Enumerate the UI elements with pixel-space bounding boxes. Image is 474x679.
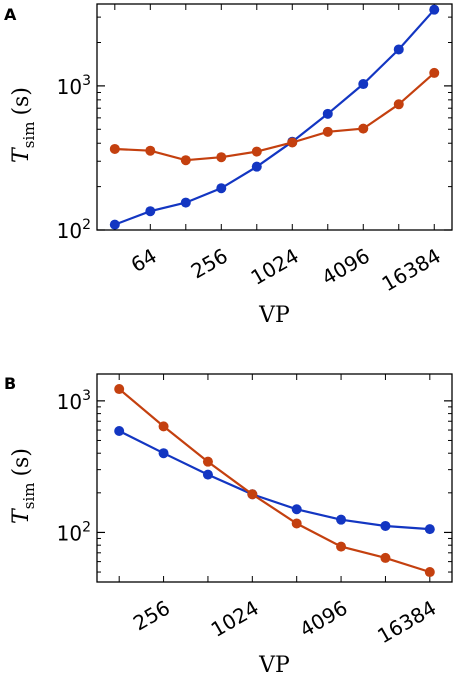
data-point bbox=[216, 152, 227, 163]
data-point bbox=[247, 489, 258, 500]
y-tick-label: 102 bbox=[57, 217, 91, 243]
chart-panel-a: A 102 103 64 256 1024 4096 16384 VP Tsim(s) bbox=[4, 3, 453, 328]
data-point bbox=[424, 567, 435, 578]
data-point bbox=[180, 197, 191, 208]
data-point bbox=[216, 183, 227, 194]
data-point bbox=[180, 155, 191, 166]
data-point bbox=[145, 145, 156, 156]
data-point bbox=[424, 524, 435, 535]
data-point bbox=[251, 146, 262, 157]
data-point bbox=[380, 552, 391, 563]
panel-letter: A bbox=[4, 5, 17, 24]
chart-panel-b: B 102 103 256 1024 4096 16384 VP Tsim(s) bbox=[4, 373, 453, 678]
y-axis-label: Tsim(s) bbox=[9, 87, 38, 163]
x-tick-label: 256 bbox=[187, 244, 232, 284]
y-tick-label: 103 bbox=[57, 73, 91, 99]
x-tick-label: 4096 bbox=[295, 596, 351, 642]
data-point bbox=[393, 99, 404, 110]
data-point bbox=[358, 123, 369, 134]
plot-frame bbox=[96, 373, 453, 583]
data-point bbox=[158, 448, 169, 459]
data-point bbox=[114, 384, 125, 395]
data-point bbox=[429, 67, 440, 78]
data-point bbox=[202, 456, 213, 467]
panel-letter: B bbox=[4, 374, 16, 393]
x-tick-label: 256 bbox=[129, 596, 174, 636]
series-line-1 bbox=[118, 430, 430, 531]
data-point bbox=[291, 504, 302, 515]
x-tick-label: 16384 bbox=[373, 596, 440, 649]
data-point bbox=[429, 4, 440, 15]
data-point bbox=[322, 108, 333, 119]
series-line-2 bbox=[114, 72, 436, 162]
data-point bbox=[291, 518, 302, 529]
data-point bbox=[358, 79, 369, 90]
plot-frame bbox=[96, 3, 453, 231]
series-line-2 bbox=[118, 388, 431, 574]
data-point bbox=[114, 426, 125, 437]
data-point bbox=[336, 514, 347, 525]
data-point bbox=[287, 137, 298, 148]
data-point bbox=[109, 143, 120, 154]
y-tick-label: 103 bbox=[57, 388, 91, 414]
data-point bbox=[109, 219, 120, 230]
x-tick-label: 64 bbox=[127, 244, 161, 278]
data-point bbox=[251, 161, 262, 172]
y-tick-label: 102 bbox=[57, 519, 91, 545]
x-axis-label: VP bbox=[258, 303, 290, 328]
y-axis-label: Tsim(s) bbox=[9, 448, 38, 524]
data-point bbox=[322, 126, 333, 137]
data-point bbox=[158, 421, 169, 432]
series-line-1 bbox=[114, 8, 436, 226]
x-tick-label: 16384 bbox=[378, 244, 445, 297]
x-tick-label: 1024 bbox=[207, 596, 263, 642]
data-point bbox=[145, 206, 156, 217]
x-tick-label: 4096 bbox=[318, 244, 374, 290]
x-axis-label: VP bbox=[258, 653, 290, 678]
data-point bbox=[336, 541, 347, 552]
data-point bbox=[393, 44, 404, 55]
x-tick-label: 1024 bbox=[247, 244, 303, 290]
data-point bbox=[380, 520, 391, 531]
data-point bbox=[202, 469, 213, 480]
